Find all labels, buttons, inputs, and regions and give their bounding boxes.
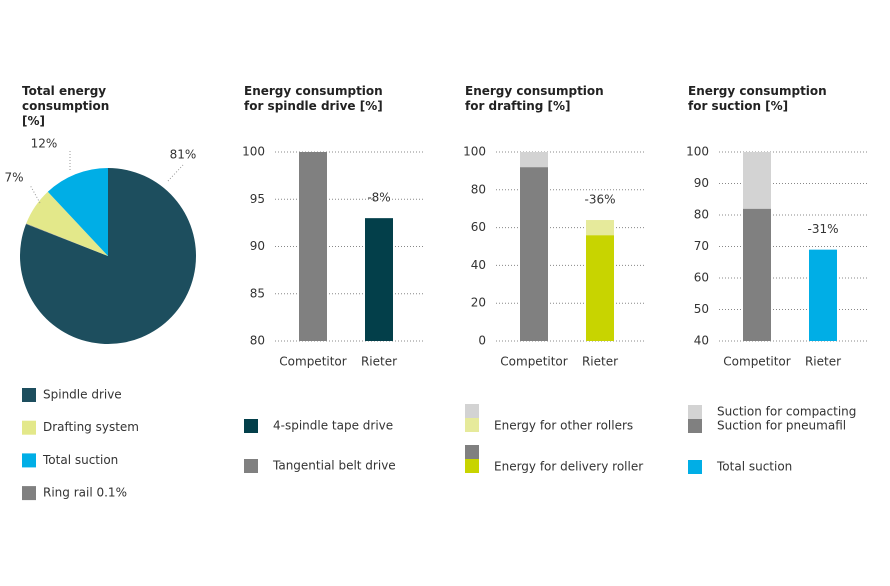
- bar: [809, 249, 837, 341]
- pie-slice: [26, 191, 109, 256]
- legend-label: Drafting system: [43, 420, 139, 434]
- legend-label: 4-spindle tape drive: [273, 419, 393, 433]
- y-tick-label: 100: [242, 145, 265, 159]
- bar: [586, 220, 614, 236]
- legend-swatch: [465, 418, 479, 432]
- legend-swatch: [465, 459, 479, 473]
- y-tick-label: 50: [694, 302, 709, 316]
- legend-swatch: [688, 460, 702, 474]
- y-tick-label: 80: [250, 334, 265, 348]
- leader-line: [167, 164, 184, 182]
- x-tick-label: Rieter: [582, 355, 618, 369]
- legend-label: Ring rail 0.1%: [43, 486, 127, 500]
- y-tick-label: 40: [694, 334, 709, 348]
- chart-title: Total energy consumption [%]: [22, 84, 110, 128]
- chart-title: Energy consumption for suction [%]: [688, 84, 827, 113]
- legend-swatch: [22, 420, 36, 435]
- y-tick-label: 100: [463, 145, 486, 159]
- pie-slice: [26, 223, 108, 256]
- legend-label: Suction for compacting: [717, 405, 856, 419]
- y-tick-label: 0: [478, 334, 486, 348]
- legend-swatch: [465, 445, 479, 459]
- y-tick-label: 70: [694, 239, 709, 253]
- y-tick-label: 80: [694, 208, 709, 222]
- y-tick-label: 95: [250, 192, 265, 206]
- legend-swatch: [688, 405, 702, 419]
- legend-label: Spindle drive: [43, 388, 122, 402]
- y-tick-label: 90: [694, 176, 709, 190]
- bar: [520, 167, 548, 341]
- legend-swatch: [244, 459, 258, 473]
- pie-slice: [19, 168, 196, 345]
- legend-swatch: [688, 419, 702, 433]
- legend-swatch: [465, 404, 479, 418]
- x-tick-label: Rieter: [805, 355, 841, 369]
- bar: [743, 208, 771, 341]
- x-tick-label: Competitor: [500, 355, 567, 369]
- y-tick-label: 60: [694, 271, 709, 285]
- annotation: -36%: [584, 193, 615, 207]
- legend-label: Energy for delivery roller: [494, 460, 643, 474]
- x-tick-label: Competitor: [279, 355, 346, 369]
- y-tick-label: 100: [686, 145, 709, 159]
- pie-slice: [47, 168, 108, 256]
- bar: [365, 218, 393, 341]
- bar: [743, 152, 771, 209]
- legend-swatch: [22, 388, 36, 402]
- bar: [586, 235, 614, 341]
- y-tick-label: 90: [250, 239, 265, 253]
- legend-label: Energy for other rollers: [494, 419, 633, 433]
- annotation: -31%: [807, 222, 838, 236]
- x-tick-label: Competitor: [723, 355, 790, 369]
- legend-label: Total suction: [716, 460, 792, 474]
- chart-title: Energy consumption for spindle drive [%]: [244, 84, 383, 113]
- annotation: -8%: [367, 191, 390, 205]
- bar: [299, 152, 327, 341]
- y-tick-label: 40: [471, 258, 486, 272]
- y-tick-label: 20: [471, 296, 486, 310]
- pie-label: 7%: [4, 171, 23, 185]
- pie-label: 12%: [31, 137, 58, 151]
- leader-line: [29, 184, 41, 204]
- y-tick-label: 60: [471, 220, 486, 234]
- legend-label: Total suction: [42, 453, 118, 467]
- legend-swatch: [22, 453, 36, 468]
- pie-label: 81%: [170, 148, 197, 162]
- chart-title: Energy consumption for drafting [%]: [465, 84, 604, 113]
- bar: [520, 152, 548, 168]
- x-tick-label: Rieter: [361, 355, 397, 369]
- legend-swatch: [244, 419, 258, 433]
- legend-label: Suction for pneumafil: [717, 419, 846, 433]
- y-tick-label: 80: [471, 182, 486, 196]
- y-tick-label: 85: [250, 286, 265, 300]
- legend-swatch: [22, 486, 36, 501]
- legend-label: Tangential belt drive: [272, 459, 396, 473]
